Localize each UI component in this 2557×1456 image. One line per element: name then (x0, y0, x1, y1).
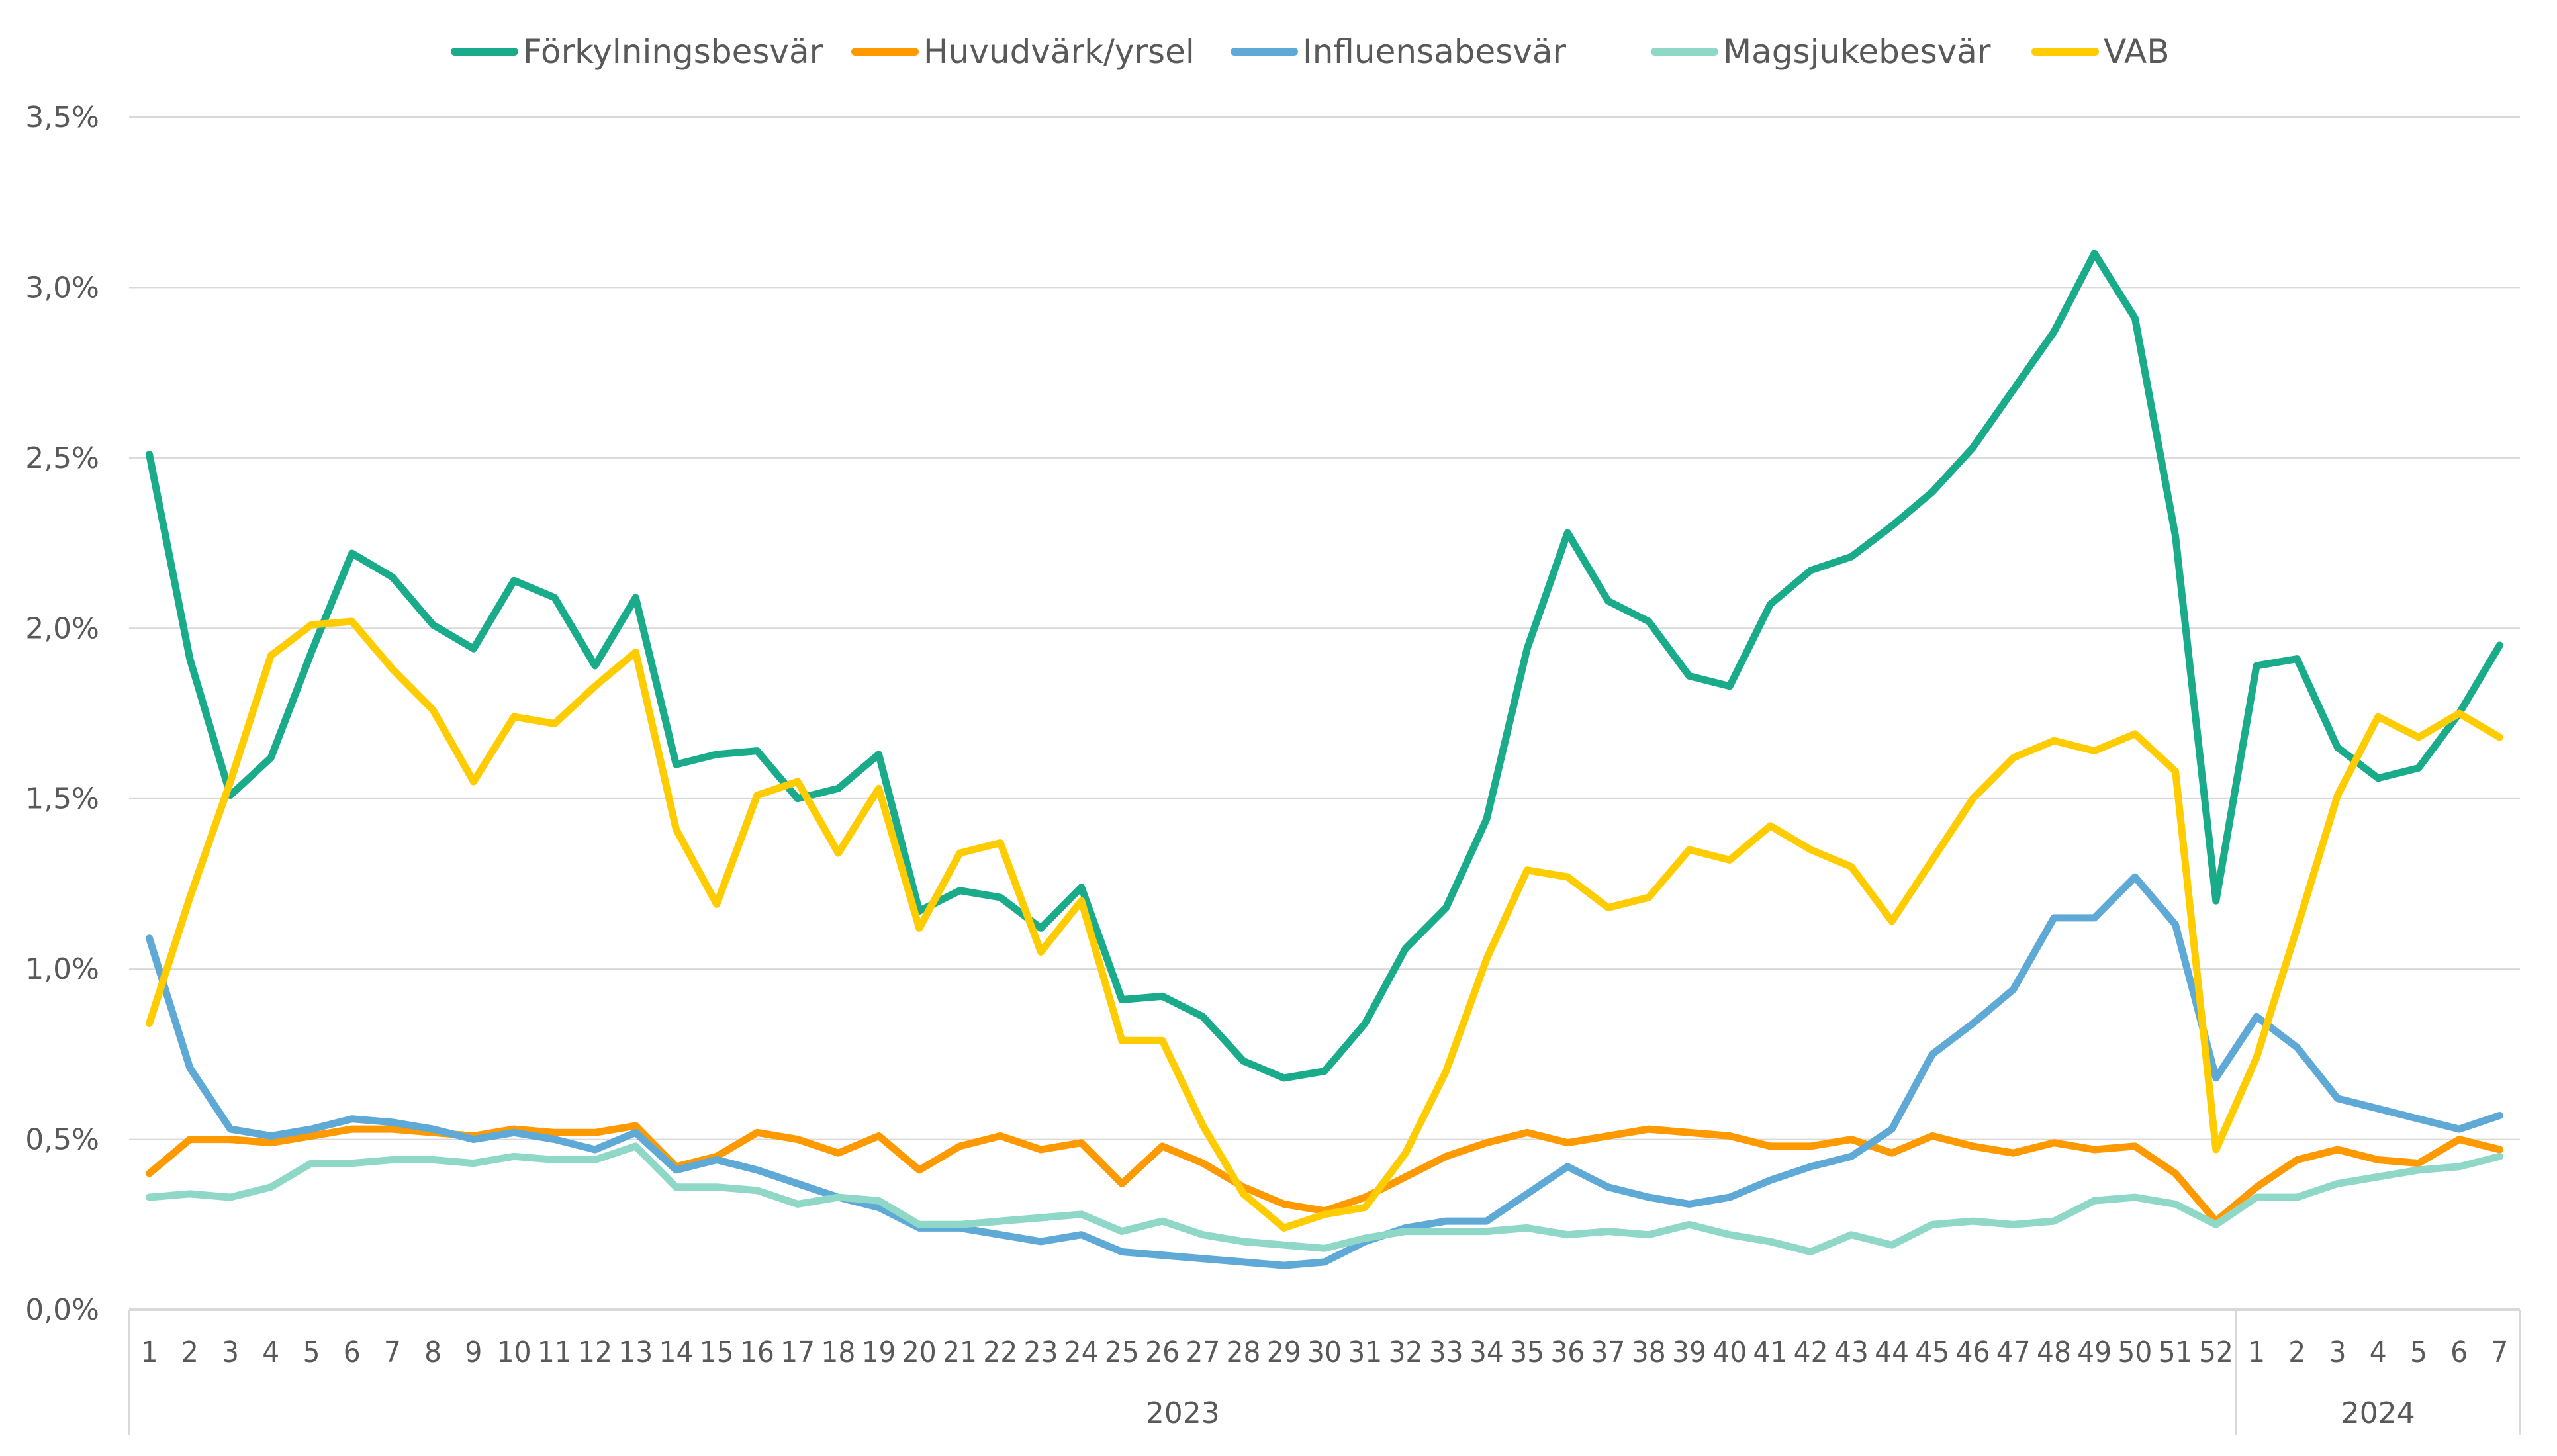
x-tick-label: 52 (2199, 1336, 2233, 1369)
x-tick-label: 34 (1469, 1336, 1504, 1369)
x-tick-label: 50 (2117, 1336, 2152, 1369)
x-tick-label: 37 (1591, 1336, 1626, 1369)
x-tick-label: 36 (1550, 1336, 1585, 1369)
x-tick-label: 14 (659, 1336, 693, 1369)
y-tick-label: 0,5% (25, 1123, 99, 1157)
x-tick-label: 25 (1105, 1336, 1139, 1369)
x-tick-label: 29 (1267, 1336, 1301, 1369)
x-tick-label: 4 (2370, 1336, 2387, 1369)
x-group-label: 2023 (1146, 1396, 1220, 1430)
y-tick-label: 2,5% (25, 441, 99, 475)
x-tick-label: 1 (141, 1336, 158, 1369)
x-tick-label: 4 (262, 1336, 279, 1369)
y-tick-label: 3,0% (25, 271, 99, 304)
x-tick-label: 48 (2037, 1336, 2071, 1369)
x-tick-label: 21 (943, 1336, 977, 1369)
series-line-vab (146, 617, 2503, 1232)
x-tick-label: 22 (983, 1336, 1017, 1369)
y-tick-label: 3,5% (25, 101, 99, 134)
x-tick-label: 49 (2077, 1336, 2112, 1369)
legend-label: Magsjukebesvär (1723, 32, 1991, 71)
x-tick-label: 2 (181, 1336, 199, 1369)
series-line-influensabesv-r (146, 873, 2503, 1269)
series-lines (146, 250, 2503, 1269)
x-tick-label: 6 (2450, 1336, 2468, 1369)
x-tick-label: 15 (700, 1336, 734, 1369)
x-tick-label: 35 (1510, 1336, 1544, 1369)
series-line-f-rkylningsbesv-r (146, 250, 2503, 1082)
x-tick-label: 28 (1227, 1336, 1261, 1369)
x-tick-label: 41 (1753, 1336, 1787, 1369)
x-tick-label: 20 (902, 1336, 937, 1369)
y-tick-label: 1,0% (25, 952, 99, 986)
x-tick-label: 11 (537, 1336, 572, 1369)
x-tick-label: 17 (780, 1336, 815, 1369)
x-tick-label: 38 (1632, 1336, 1666, 1369)
x-tick-label: 13 (618, 1336, 653, 1369)
x-tick-label: 44 (1875, 1336, 1909, 1369)
x-tick-label: 46 (1956, 1336, 1990, 1369)
x-tick-label: 3 (2329, 1336, 2347, 1369)
x-tick-label: 26 (1145, 1336, 1180, 1369)
x-tick-label: 5 (2410, 1336, 2427, 1369)
x-tick-label: 16 (740, 1336, 774, 1369)
legend-label: VAB (2104, 32, 2170, 71)
x-tick-label: 30 (1307, 1336, 1342, 1369)
x-tick-label: 10 (497, 1336, 532, 1369)
x-tick-label: 7 (2491, 1336, 2508, 1369)
x-tick-label: 5 (302, 1336, 320, 1369)
x-tick-label: 45 (1915, 1336, 1949, 1369)
x-tick-label: 8 (424, 1336, 442, 1369)
x-tick-label: 18 (821, 1336, 855, 1369)
legend-label: Förkylningsbesvär (523, 32, 823, 71)
x-tick-label: 6 (344, 1336, 361, 1369)
x-group-label: 2024 (2341, 1396, 2415, 1430)
legend-label: Influensabesvär (1303, 32, 1567, 71)
x-tick-label: 1 (2248, 1336, 2265, 1369)
y-axis-ticks: 0,0% 0,5% 1,0% 1,5% 2,0% 2,5% 3,0% 3,5% (25, 101, 99, 1327)
x-tick-label: 7 (384, 1336, 401, 1369)
x-tick-label: 47 (1996, 1336, 2031, 1369)
x-tick-label: 2 (2288, 1336, 2305, 1369)
x-tick-label: 31 (1348, 1336, 1382, 1369)
legend: Förkylningsbesvär Huvudvärk/yrsel Influens… (451, 32, 2170, 71)
x-tick-label: 43 (1834, 1336, 1869, 1369)
y-tick-label: 2,0% (25, 612, 99, 645)
x-tick-label: 3 (222, 1336, 239, 1369)
series-line-magsjukebesv-r (146, 1142, 2503, 1255)
x-tick-label: 32 (1388, 1336, 1422, 1369)
x-tick-label: 33 (1429, 1336, 1464, 1369)
x-tick-label: 39 (1672, 1336, 1706, 1369)
x-tick-label: 19 (862, 1336, 896, 1369)
gridlines (129, 116, 2520, 1311)
x-tick-label: 42 (1794, 1336, 1828, 1369)
x-axis: 1 2 3 4 5 6 7 8 9 10 11 12 13 14 15 16 17 18 19 20 21 22 23 24 2… (128, 1310, 2521, 1435)
x-tick-label: 51 (2159, 1336, 2193, 1369)
x-tick-label: 12 (578, 1336, 612, 1369)
x-tick-label: 24 (1064, 1336, 1099, 1369)
y-tick-label: 1,5% (25, 782, 99, 816)
y-tick-label: 0,0% (25, 1293, 99, 1327)
x-tick-label: 9 (465, 1336, 482, 1369)
x-tick-label: 27 (1186, 1336, 1220, 1369)
x-tick-label: 23 (1023, 1336, 1058, 1369)
x-tick-label: 40 (1712, 1336, 1747, 1369)
legend-label: Huvudvärk/yrsel (923, 32, 1195, 71)
